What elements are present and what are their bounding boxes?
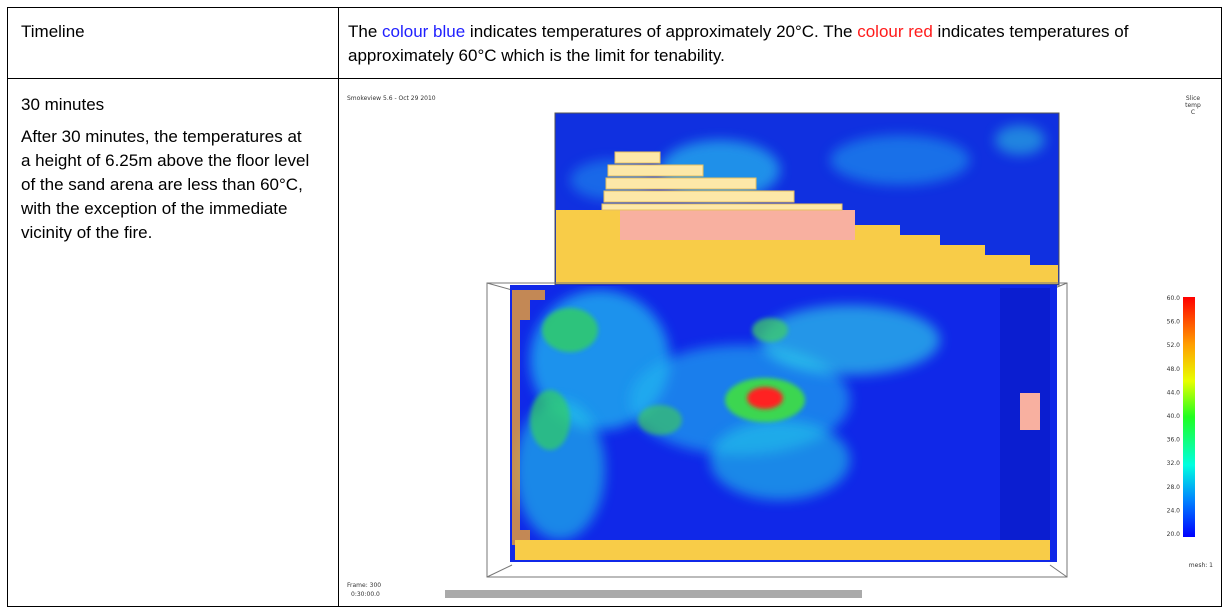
stands [515,540,1050,560]
mesh-label: mesh: 1 [1189,562,1213,569]
colorbar-label: 44.0 [1167,389,1181,396]
colorbar-label: 24.0 [1167,507,1181,514]
stands-edge [512,290,545,545]
text: The [348,22,383,41]
time-cell: 30 minutes After 30 minutes, the tempera… [7,78,339,607]
time-label: 0:30:00.0 [351,591,380,598]
colorbar-label: 52.0 [1167,342,1181,349]
legend-title-line: temp [1185,102,1201,109]
header-cell: Timeline [7,7,339,79]
header-cell: The colour blue indicates temperatures o… [338,7,1222,79]
header-label: Timeline [21,22,85,41]
stands [620,210,855,240]
text: indicates temperatures of approximately … [348,22,1129,65]
scrollbar [445,590,862,598]
colorbar-label: 20.0 [1167,531,1181,538]
plume [515,288,1050,558]
colorbar-label: 36.0 [1167,437,1181,444]
time-heading: 30 minutes [21,95,105,114]
description: After 30 minutes, the temperatures at a … [21,127,310,242]
legend-title-line: C [1191,109,1195,116]
image-cell: Smokeview 5.6 - Oct 29 2010 Slice temp C 6… [338,78,1222,607]
blue-label: colour blue [382,22,466,41]
colorbar-label: 40.0 [1167,413,1181,420]
colorbar-labels: 60.0 56.0 52.0 48.0 44.0 40.0 36.0 32.0 28.0 24.0… [1167,295,1181,538]
colorbar-label: 32.0 [1167,460,1181,467]
colorbar-label: 28.0 [1167,484,1181,491]
stage [1020,393,1040,430]
stands [601,151,843,211]
colorbar-label: 60.0 [1167,295,1181,302]
colorbar [1183,297,1195,537]
text: indicates temperatures of approximately … [465,22,858,41]
red-label: colour red [857,22,933,41]
frame-label: Frame: 300 [347,582,381,589]
legend-title-line: Slice [1186,95,1200,102]
app-title: Smokeview 5.6 - Oct 29 2010 [347,95,436,102]
colorbar-label: 56.0 [1167,319,1181,326]
colorbar-label: 48.0 [1167,366,1181,373]
